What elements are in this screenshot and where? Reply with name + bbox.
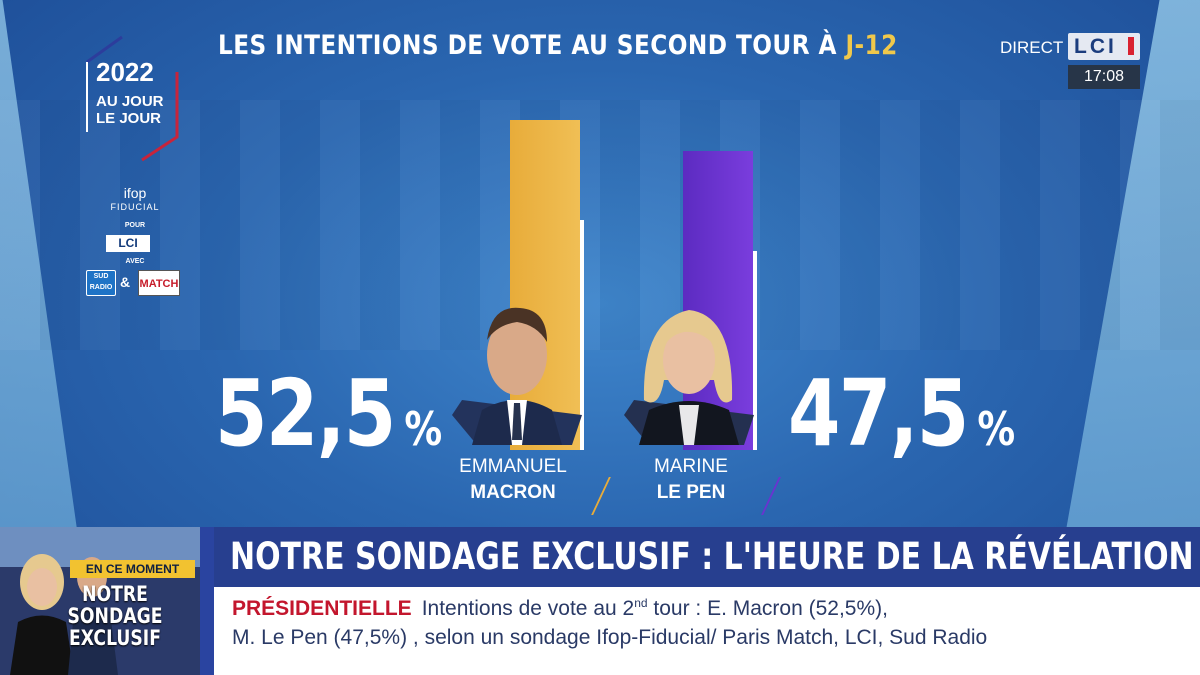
ticker-text-b: tour : E. Macron (52,5%), <box>647 597 888 620</box>
bar-lepen <box>683 151 753 450</box>
paris-match-logo: MATCH <box>138 270 180 296</box>
macron-portrait-icon <box>452 307 582 445</box>
show-logo: 2022 AU JOUR LE JOUR <box>82 32 182 162</box>
lci-logo-red-mark <box>1128 37 1134 55</box>
macron-percent-sym: % <box>404 402 442 456</box>
lepen-name: MARINE LE PEN <box>616 456 766 504</box>
lepen-last-name: LE PEN <box>656 482 726 503</box>
headline-bar <box>200 527 1200 587</box>
show-logo-line1: AU JOUR <box>96 93 164 110</box>
title-text: LES INTENTIONS DE VOTE AU SECOND TOUR À <box>218 30 837 61</box>
lci-logo-text: LCI <box>1074 35 1117 58</box>
lepen-portrait-icon <box>624 310 754 445</box>
headline: NOTRE SONDAGE EXCLUSIF : L'HEURE DE LA R… <box>230 535 1194 578</box>
ticker-kicker: PRÉSIDENTIELLE <box>232 597 412 620</box>
for-label: POUR <box>124 222 146 229</box>
now-badge: EN CE MOMENT <box>70 560 195 578</box>
headline-accent <box>200 527 214 675</box>
macron-first-name: EMMANUEL <box>459 456 567 477</box>
lepen-first-name: MARINE <box>654 456 728 477</box>
with-label: AVEC <box>125 258 145 265</box>
show-logo-year: 2022 <box>96 57 154 87</box>
bar-lepen-edge <box>753 251 757 450</box>
ampersand: & <box>120 274 131 290</box>
show-logo-frame-icon <box>86 35 179 162</box>
macron-tick <box>591 477 611 515</box>
thumbnail-people-icon <box>0 527 200 675</box>
macron-percent: 52,5% <box>215 360 442 467</box>
lepen-percent-sym: % <box>977 402 1015 456</box>
live-thumbnail <box>0 527 200 675</box>
ticker-text-a: Intentions de vote au 2 <box>421 597 635 620</box>
title-accent: J-12 <box>845 30 898 61</box>
bar-macron <box>510 120 580 450</box>
ticker-sup: nd <box>634 596 648 610</box>
ticker-background <box>214 587 1200 675</box>
clock: 17:08 <box>1068 65 1140 89</box>
macron-percent-value: 52,5 <box>215 360 396 467</box>
ifop-logo: ifop FIDUCIAL <box>100 185 170 212</box>
lepen-percent: 47,5% <box>788 360 1015 467</box>
background-texture <box>0 100 1200 350</box>
live-label: DIRECT <box>1000 38 1064 57</box>
show-logo-line2: LE JOUR <box>96 110 162 127</box>
macron-name: EMMANUEL MACRON <box>438 456 588 504</box>
ticker-line-1: PRÉSIDENTIELLE Intentions de vote au 2nd … <box>232 596 888 621</box>
graphic-title: LES INTENTIONS DE VOTE AU SECOND TOUR À … <box>218 30 898 61</box>
ifop-sub: FIDUCIAL <box>110 202 160 212</box>
sud-radio-logo: SUD RADIO <box>86 270 116 296</box>
ticker-line-2: M. Le Pen (47,5%) , selon un sondage Ifo… <box>232 626 988 649</box>
lci-mini-logo: LCI <box>106 235 150 252</box>
ifop-name: ifop <box>123 185 147 201</box>
thumbnail-caption: NOTRE SONDAGE EXCLUSIF <box>67 582 163 650</box>
bar-macron-edge <box>580 220 584 450</box>
lepen-percent-value: 47,5 <box>788 360 969 467</box>
lci-logo: LCI <box>1068 33 1140 60</box>
macron-last-name: MACRON <box>470 482 556 503</box>
